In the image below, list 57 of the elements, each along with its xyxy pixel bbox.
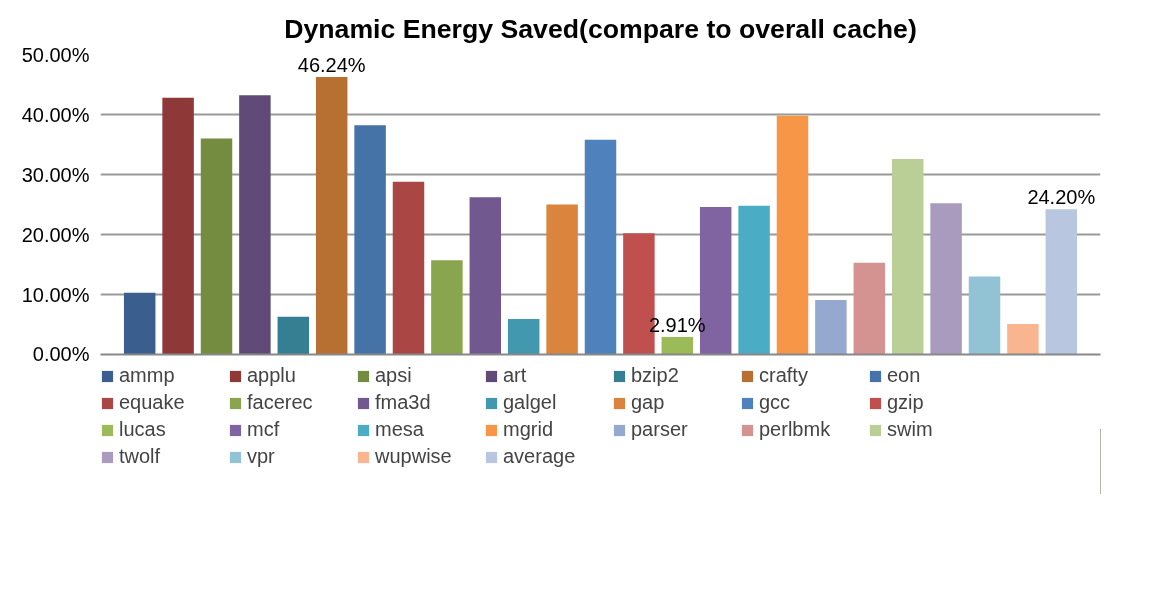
legend-label: mgrid: [503, 418, 554, 441]
y-tick-label: 20.00%: [21, 223, 90, 246]
bar: [200, 138, 233, 355]
bar: [776, 115, 809, 355]
y-tick-label: 0.00%: [32, 342, 90, 365]
legend-label: average: [503, 445, 577, 468]
legend-label: fma3d: [375, 391, 432, 414]
bar: [239, 95, 271, 355]
legend-label: eon: [887, 364, 922, 387]
legend-label: bzip2: [631, 364, 680, 387]
chart-title: Dynamic Energy Saved(compare to overall cache): [284, 13, 917, 44]
bar: [853, 262, 886, 355]
legend-label: perlbmk: [759, 418, 832, 441]
legend-label: parser: [631, 418, 689, 441]
bar: [661, 337, 694, 355]
legend-label: applu: [247, 364, 297, 387]
bar: [968, 276, 1001, 355]
legend-label: twolf: [119, 445, 162, 468]
legend-label: vpr: [247, 445, 276, 468]
bar: [354, 125, 386, 355]
legend-label: apsi: [375, 364, 413, 387]
legend-label: wupwise: [375, 445, 453, 468]
bar: [1045, 209, 1078, 355]
bar: [431, 260, 463, 355]
bar: [469, 197, 502, 355]
y-tick-label: 50.00%: [21, 43, 90, 66]
legend-label: gzip: [887, 391, 925, 414]
bar: [315, 77, 348, 355]
legend-label: facerec: [247, 391, 314, 414]
y-tick-label: 10.00%: [21, 283, 90, 306]
legend-label: galgel: [503, 391, 558, 414]
legend-label: lucas: [119, 418, 167, 441]
bar: [392, 181, 425, 355]
bar: [930, 203, 962, 355]
legend-label: gap: [631, 391, 666, 414]
bar: [507, 319, 540, 355]
bar: [738, 205, 770, 355]
bar: [1007, 323, 1039, 355]
legend-label: gcc: [759, 391, 792, 414]
legend-label: swim: [887, 418, 934, 441]
y-tick-label: 40.00%: [21, 103, 90, 126]
bar: [162, 97, 194, 355]
legend-label: art: [503, 364, 528, 387]
legend-label: crafty: [759, 364, 809, 387]
y-tick-label: 30.00%: [21, 163, 90, 186]
data-label: 46.24%: [297, 54, 366, 77]
bar: [815, 299, 847, 355]
legend-label: mcf: [247, 418, 281, 441]
bar: [123, 292, 156, 355]
legend-label: ammp: [119, 364, 176, 387]
bar: [546, 204, 578, 355]
bar: [277, 316, 310, 355]
legend-label: mesa: [375, 418, 425, 441]
bar: [584, 139, 617, 355]
legend-label: equake: [119, 391, 186, 414]
bar: [891, 158, 924, 355]
data-label: 24.20%: [1027, 186, 1096, 209]
